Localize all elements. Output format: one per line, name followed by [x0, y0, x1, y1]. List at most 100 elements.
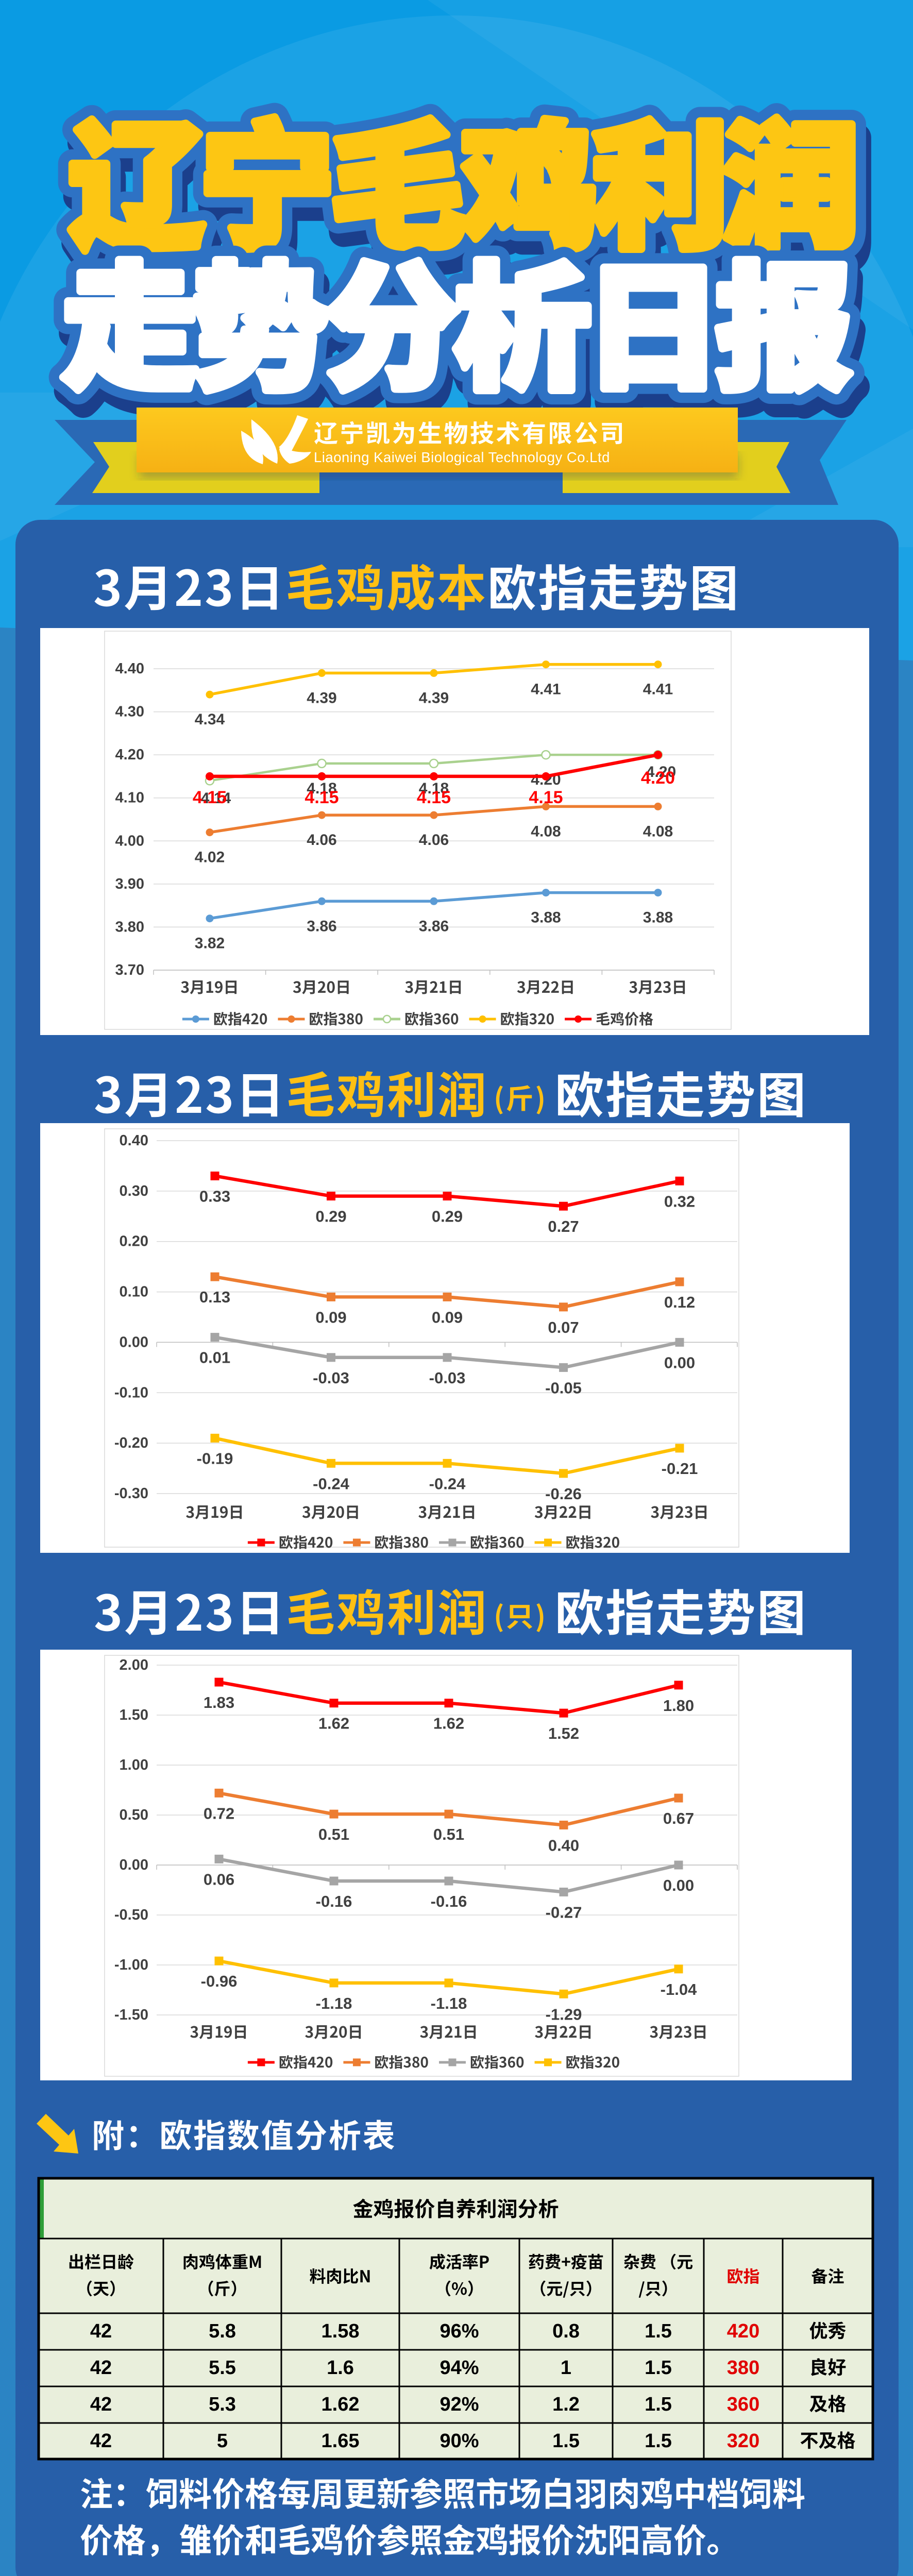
svg-text:1.62: 1.62 — [318, 1715, 349, 1733]
svg-text:4.20: 4.20 — [115, 747, 144, 763]
svg-text:0.00: 0.00 — [120, 1857, 148, 1873]
svg-text:Liaoning Kaiwei Biological Tec: Liaoning Kaiwei Biological Technology Co… — [314, 449, 610, 465]
svg-text:1.6: 1.6 — [327, 2357, 354, 2379]
svg-text:0.50: 0.50 — [120, 1807, 148, 1823]
svg-text:3.86: 3.86 — [307, 918, 336, 935]
svg-text:3.88: 3.88 — [531, 909, 561, 926]
svg-text:360: 360 — [727, 2394, 759, 2415]
svg-text:0.00: 0.00 — [664, 1353, 695, 1371]
svg-text:4.18: 4.18 — [307, 780, 336, 797]
svg-text:1.58: 1.58 — [322, 2320, 360, 2342]
svg-text:0.29: 0.29 — [315, 1208, 346, 1226]
svg-text:5.3: 5.3 — [209, 2394, 236, 2415]
svg-text:0.10: 0.10 — [120, 1284, 148, 1300]
svg-text:0.00: 0.00 — [663, 1876, 694, 1894]
svg-text:380: 380 — [727, 2357, 759, 2379]
svg-text:-1.04: -1.04 — [661, 1980, 697, 1998]
svg-text:-1.18: -1.18 — [316, 1994, 352, 2012]
svg-text:0.40: 0.40 — [120, 1132, 148, 1149]
svg-text:4.39: 4.39 — [307, 689, 336, 706]
svg-text:5.8: 5.8 — [209, 2320, 236, 2342]
svg-text:0.8: 0.8 — [552, 2320, 580, 2342]
svg-text:-0.30: -0.30 — [114, 1485, 148, 1502]
svg-text:0.29: 0.29 — [432, 1208, 463, 1226]
svg-text:5.5: 5.5 — [209, 2357, 236, 2379]
svg-text:0.67: 0.67 — [663, 1809, 694, 1827]
svg-text:4.08: 4.08 — [643, 823, 673, 840]
svg-text:1.65: 1.65 — [322, 2430, 360, 2452]
svg-text:0.07: 0.07 — [548, 1318, 579, 1336]
svg-text:4.34: 4.34 — [195, 711, 225, 728]
svg-text:4.00: 4.00 — [115, 833, 144, 849]
svg-text:0.12: 0.12 — [664, 1293, 695, 1311]
svg-text:90%: 90% — [439, 2430, 479, 2452]
svg-text:4.10: 4.10 — [115, 790, 144, 806]
svg-text:4.02: 4.02 — [195, 849, 225, 866]
svg-text:42: 42 — [90, 2357, 112, 2379]
svg-text:0.20: 0.20 — [120, 1233, 148, 1250]
svg-text:3.70: 3.70 — [115, 962, 144, 978]
svg-text:-0.16: -0.16 — [431, 1892, 467, 1910]
svg-text:0.33: 0.33 — [199, 1188, 230, 1206]
svg-text:4.15: 4.15 — [305, 788, 339, 807]
svg-text:0.51: 0.51 — [318, 1825, 349, 1843]
svg-text:5: 5 — [217, 2430, 228, 2452]
svg-text:4.06: 4.06 — [307, 832, 336, 849]
svg-text:4.15: 4.15 — [417, 788, 451, 807]
svg-text:1.5: 1.5 — [645, 2430, 672, 2452]
svg-text:-0.10: -0.10 — [114, 1384, 148, 1401]
svg-text:4.14: 4.14 — [201, 790, 231, 807]
svg-text:320: 320 — [727, 2430, 759, 2452]
svg-text:3.88: 3.88 — [643, 909, 673, 926]
svg-text:96%: 96% — [439, 2320, 479, 2342]
svg-text:0.13: 0.13 — [199, 1288, 230, 1306]
svg-text:-1.50: -1.50 — [114, 2007, 148, 2023]
svg-text:-0.19: -0.19 — [197, 1449, 233, 1467]
svg-text:0.06: 0.06 — [204, 1870, 234, 1888]
svg-text:0.01: 0.01 — [199, 1349, 230, 1367]
svg-text:-1.29: -1.29 — [546, 2005, 582, 2023]
svg-text:-0.03: -0.03 — [313, 1369, 349, 1387]
svg-text:-0.26: -0.26 — [545, 1485, 582, 1503]
svg-text:-1.18: -1.18 — [431, 1994, 467, 2012]
svg-text:0.32: 0.32 — [664, 1192, 695, 1210]
svg-text:4.41: 4.41 — [643, 681, 673, 698]
svg-text:-0.05: -0.05 — [545, 1379, 582, 1397]
svg-text:1.5: 1.5 — [645, 2320, 672, 2342]
svg-text:4.30: 4.30 — [115, 704, 144, 720]
svg-text:94%: 94% — [439, 2357, 479, 2379]
svg-text:1.2: 1.2 — [552, 2394, 580, 2415]
svg-text:0.27: 0.27 — [548, 1217, 579, 1235]
svg-text:4.41: 4.41 — [531, 681, 561, 698]
svg-text:1.52: 1.52 — [548, 1724, 579, 1742]
svg-text:-0.16: -0.16 — [316, 1892, 352, 1910]
svg-text:4.06: 4.06 — [419, 832, 449, 849]
svg-text:4.39: 4.39 — [419, 689, 449, 706]
svg-text:1.62: 1.62 — [433, 1715, 464, 1733]
svg-text:4.18: 4.18 — [419, 780, 449, 797]
svg-text:4.20: 4.20 — [646, 764, 676, 781]
svg-text:1.5: 1.5 — [552, 2430, 580, 2452]
svg-text:1.50: 1.50 — [120, 1707, 148, 1723]
svg-text:1.83: 1.83 — [204, 1693, 234, 1711]
svg-text:0.30: 0.30 — [120, 1183, 148, 1199]
svg-text:42: 42 — [90, 2320, 112, 2342]
svg-text:4.20: 4.20 — [641, 768, 675, 788]
svg-text:4.15: 4.15 — [529, 788, 563, 807]
svg-text:1.00: 1.00 — [120, 1757, 148, 1773]
svg-text:3.90: 3.90 — [115, 876, 144, 892]
svg-text:1.80: 1.80 — [663, 1697, 694, 1715]
svg-text:-1.00: -1.00 — [114, 1957, 148, 1973]
svg-text:1.62: 1.62 — [322, 2394, 360, 2415]
svg-text:-0.50: -0.50 — [114, 1907, 148, 1923]
svg-text:1.5: 1.5 — [645, 2394, 672, 2415]
svg-text:-0.24: -0.24 — [429, 1475, 466, 1493]
svg-text:-0.24: -0.24 — [313, 1475, 349, 1493]
svg-text:0.09: 0.09 — [315, 1308, 346, 1326]
svg-text:1: 1 — [561, 2357, 571, 2379]
svg-text:3.86: 3.86 — [419, 918, 449, 935]
svg-text:3.80: 3.80 — [115, 919, 144, 935]
svg-text:-0.21: -0.21 — [662, 1460, 698, 1478]
svg-text:4.40: 4.40 — [115, 660, 144, 677]
svg-text:-0.20: -0.20 — [114, 1435, 148, 1451]
